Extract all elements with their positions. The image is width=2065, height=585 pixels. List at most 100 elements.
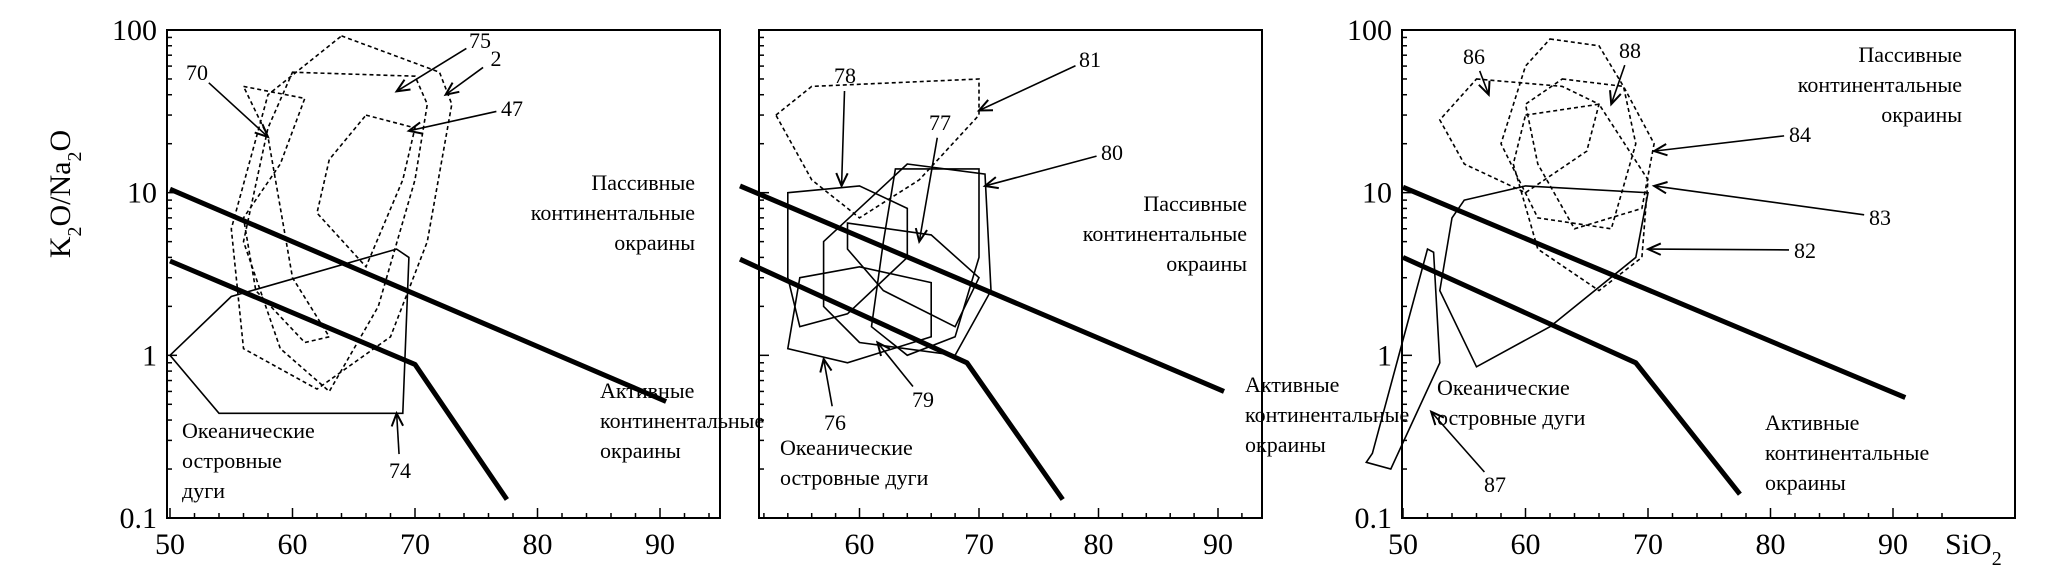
region-label: Океанические островные дуги <box>780 435 929 490</box>
arrow-head-87 <box>1429 409 1445 426</box>
region-label-line: континентальные <box>1798 72 1962 97</box>
field-86 <box>1438 78 1600 194</box>
region-label: Океанические островные дуги <box>1437 375 1586 430</box>
plot-frame <box>758 29 1263 519</box>
x-tick-label: 90 <box>1203 528 1233 561</box>
y-tick-label: 10 <box>127 177 157 210</box>
field-70 <box>242 85 331 344</box>
boundary-line-lower <box>1401 255 1742 496</box>
sample-label-81: 81 <box>1079 47 1101 72</box>
region-label-line: окраины <box>1881 102 1962 127</box>
region-label-line: Активные <box>1765 410 1859 435</box>
region-label: Пассивные континентальные окраины <box>1083 191 1247 276</box>
arrow-head-80 <box>982 176 999 190</box>
field-82 <box>1438 185 1649 368</box>
x-tick-label: 70 <box>400 528 430 561</box>
panel-left: 50 60 70 80 90 0.1 1 10 100 Пассивные континенталь… <box>44 14 764 561</box>
region-label-line: островные дуги <box>780 465 929 490</box>
region-label-line: Активные <box>600 378 694 403</box>
x-tick-label: 80 <box>1756 528 1786 561</box>
region-label-line: Активные <box>1245 372 1339 397</box>
region-label-line: дуги <box>182 478 225 503</box>
sample-label-79: 79 <box>912 387 934 412</box>
region-label-line: Пассивные <box>591 170 695 195</box>
field-79 <box>846 222 980 328</box>
field-80 <box>822 163 992 357</box>
region-label: Океанические островные дуги <box>182 418 315 503</box>
arrow-head-83 <box>1651 181 1668 195</box>
axis-title-subscript: 2 <box>64 226 86 236</box>
region-label: Активные континентальные окраины <box>600 378 764 463</box>
y-tick-label: 100 <box>1347 14 1392 47</box>
axis-title-subscript: 2 <box>64 152 86 162</box>
leader-line-88 <box>1610 64 1626 105</box>
x-tick-label: 70 <box>1633 528 1663 561</box>
x-tick-label: 90 <box>645 528 675 561</box>
region-label-line: Океанические <box>1437 375 1570 400</box>
region-label-line: островные <box>182 448 282 473</box>
arrow-head-88 <box>1609 90 1622 107</box>
leader-line-80 <box>984 155 1097 187</box>
boundary-line-lower <box>169 258 509 501</box>
sample-label-47: 47 <box>501 96 523 121</box>
sample-label-74: 74 <box>389 458 411 483</box>
field-47 <box>316 114 416 269</box>
axis-title-text: O/Na <box>44 162 77 227</box>
sample-label-87: 87 <box>1484 472 1506 497</box>
boundary-line-upper <box>739 183 1225 394</box>
field-81 <box>774 78 980 219</box>
region-label-line: островные дуги <box>1437 405 1586 430</box>
region-label-line: окраины <box>1166 251 1247 276</box>
leader-line-78 <box>840 90 846 186</box>
arrow-head-76 <box>819 356 833 373</box>
y-tick-label: 0.1 <box>120 502 158 535</box>
y-tick-label: 10 <box>1362 177 1392 210</box>
arrow-head-84 <box>1651 143 1668 157</box>
sample-label-76: 76 <box>824 410 846 435</box>
panel-right: 50 60 70 80 90 0.1 1 10 100 Пассивные континенталь… <box>1347 14 2016 570</box>
leader-line-79 <box>876 341 914 388</box>
y-tick-label: 1 <box>1377 339 1392 372</box>
leader-line-2 <box>445 66 484 96</box>
leader-line-75 <box>396 47 467 92</box>
arrow-head-77 <box>914 227 928 245</box>
axis-title-text: K <box>44 236 77 258</box>
field-83 <box>1512 103 1649 292</box>
leader-line-83 <box>1654 185 1865 216</box>
region-label-line: континентальные <box>1765 440 1929 465</box>
y-tick-label: 1 <box>142 339 157 372</box>
sample-label-70: 70 <box>186 60 208 85</box>
axis-title-text: SiO <box>1945 528 1992 561</box>
leader-line-77 <box>918 137 939 242</box>
x-axis-title: SiO2 <box>1945 528 2002 570</box>
region-label: Пассивные континентальные окраины <box>531 170 695 255</box>
leader-line-74 <box>395 413 400 455</box>
sample-label-86: 86 <box>1463 44 1485 69</box>
region-label-line: окраины <box>1245 432 1326 457</box>
arrow-head-75 <box>394 79 411 93</box>
leader-line-76 <box>822 358 833 407</box>
plot-frame <box>1401 29 2016 519</box>
region-label-line: Океанические <box>780 435 913 460</box>
y-tick-label: 0.1 <box>1355 502 1393 535</box>
y-axis-title: K2O/Na2O <box>44 130 86 258</box>
arrow-head-2 <box>443 82 460 97</box>
leader-line-87 <box>1430 411 1486 473</box>
field-87 <box>1365 247 1441 470</box>
boundary-line-upper <box>169 186 668 404</box>
region-label-line: континентальные <box>600 408 764 433</box>
x-tick-label: 60 <box>278 528 308 561</box>
x-tick-label: 70 <box>964 528 994 561</box>
leader-line-70 <box>208 82 269 138</box>
x-tick-label: 80 <box>523 528 553 561</box>
sample-label-75: 75 <box>469 28 491 53</box>
region-label-line: континентальные <box>531 200 695 225</box>
field-88 <box>1500 38 1637 230</box>
region-label: Активные континентальные окраины <box>1245 372 1409 457</box>
axis-title-text: O <box>44 130 77 152</box>
region-label: Пассивные континентальные окраины <box>1798 42 1962 127</box>
region-label-line: окраины <box>1765 470 1846 495</box>
region-label: Активные континентальные окраины <box>1765 410 1929 495</box>
leader-line-86 <box>1478 70 1490 96</box>
arrow-head-82 <box>1645 242 1662 256</box>
